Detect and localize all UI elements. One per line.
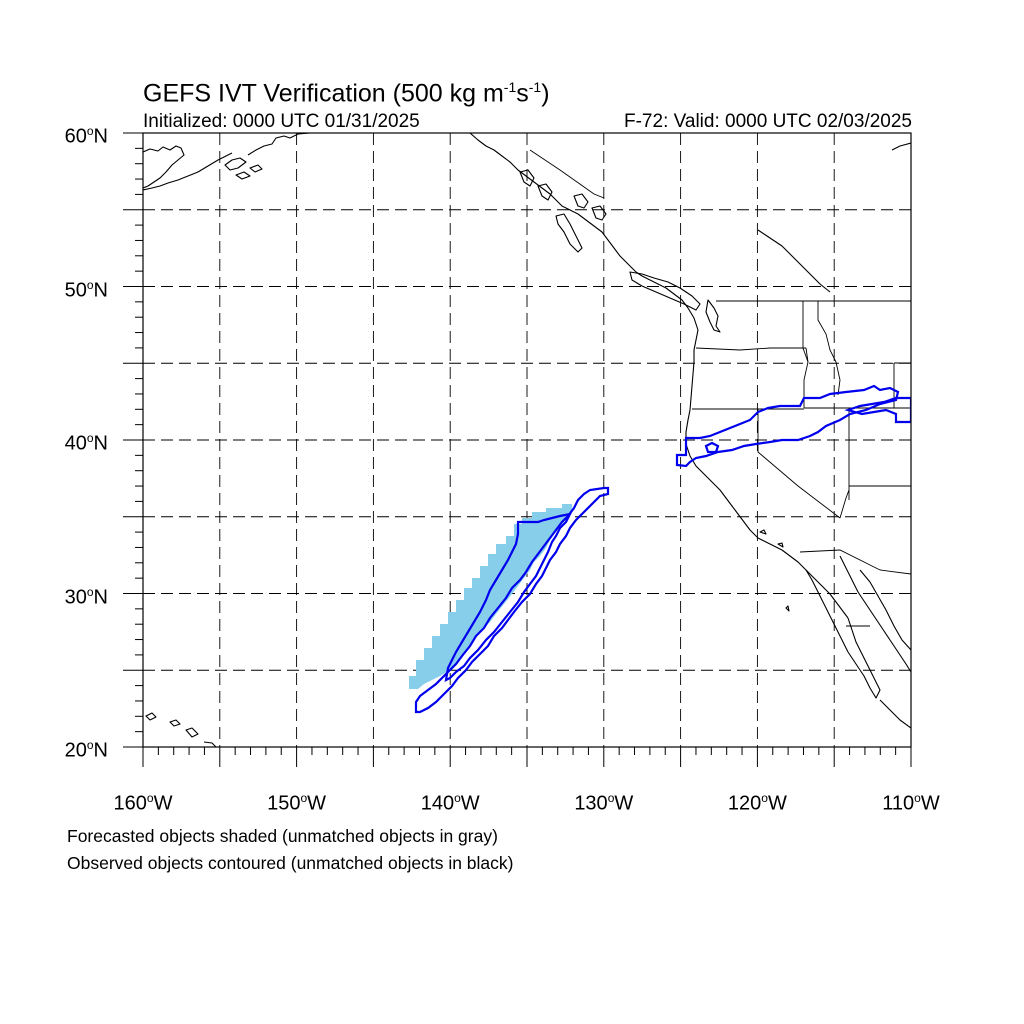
longitude-label: 130oW	[574, 791, 634, 815]
coastlines	[143, 133, 911, 747]
top-right-coast	[891, 142, 911, 151]
alaska-west-coast	[143, 145, 185, 189]
interior-lake	[757, 229, 831, 293]
map-title: GEFS IVT Verification (500 kg m-1s-1)	[143, 79, 550, 108]
latitude-label: 40oN	[64, 431, 108, 455]
oregon-idaho-border	[803, 347, 809, 408]
mainland-mexico-coast	[859, 569, 911, 651]
alaska-panhandle	[469, 133, 637, 273]
alaska-south-coast	[247, 133, 311, 156]
forecast-legend-note: Forecasted objects shaded (unmatched obj…	[67, 826, 498, 846]
alaska-canada-border	[529, 149, 605, 199]
longitude-label: 150oW	[267, 791, 327, 815]
forecast-ivt-object	[409, 504, 572, 689]
plot-frame	[142, 132, 912, 748]
latitude-label: 20oN	[64, 738, 108, 762]
latitude-label: 60oN	[64, 124, 108, 148]
washington-oregon-coast	[689, 329, 699, 411]
alaska-peninsula	[143, 152, 233, 191]
forecast-object-fill	[409, 504, 572, 689]
observed-legend-note: Observed objects contoured (unmatched ob…	[67, 853, 514, 873]
arizona-nevada	[839, 489, 850, 519]
longitude-label: 140oW	[420, 791, 480, 815]
washington-oregon-border	[695, 347, 806, 351]
axis-ticks	[123, 132, 912, 767]
latitude-label: 30oN	[64, 584, 108, 609]
gulf-of-california-east	[839, 555, 911, 673]
political-boundaries	[529, 149, 911, 627]
grid-lines	[143, 133, 911, 747]
bc-coast	[635, 271, 699, 331]
observed-object-landfall	[675, 384, 900, 468]
haida-gwaii	[555, 213, 583, 253]
mexico-us-border	[799, 549, 911, 575]
channel-islands	[759, 529, 790, 612]
longitude-label: 110oW	[882, 791, 940, 815]
wyoming-border	[893, 362, 911, 408]
valid-time-label: F-72: Valid: 0000 UTC 02/03/2025	[624, 111, 912, 132]
observed-object-east	[844, 396, 911, 424]
hawaii-islands	[145, 712, 217, 747]
montana-idaho-line	[802, 301, 809, 363]
kodiak-island	[224, 157, 247, 171]
california-nevada-border	[757, 409, 841, 519]
puget-sound	[705, 299, 721, 333]
bc-islands-b	[573, 193, 607, 221]
observed-object-small-loop	[704, 441, 720, 454]
vancouver-island	[629, 271, 701, 311]
baja-california	[805, 569, 881, 699]
mexico-west-coast	[879, 699, 911, 729]
longitude-label: 160oW	[113, 791, 173, 815]
california-coast	[685, 409, 849, 619]
observed-object-inner	[444, 512, 572, 682]
latitude-label: 50oN	[64, 277, 108, 302]
bc-islands-a	[519, 169, 553, 201]
idaho-west	[817, 301, 841, 396]
longitude-label: 120oW	[727, 791, 787, 815]
observed-ivt-objects	[414, 384, 911, 714]
observed-object-offshore	[414, 486, 610, 714]
init-time-label: Initialized: 0000 UTC 01/31/2025	[143, 111, 420, 132]
alaska-islands-a	[235, 164, 263, 180]
